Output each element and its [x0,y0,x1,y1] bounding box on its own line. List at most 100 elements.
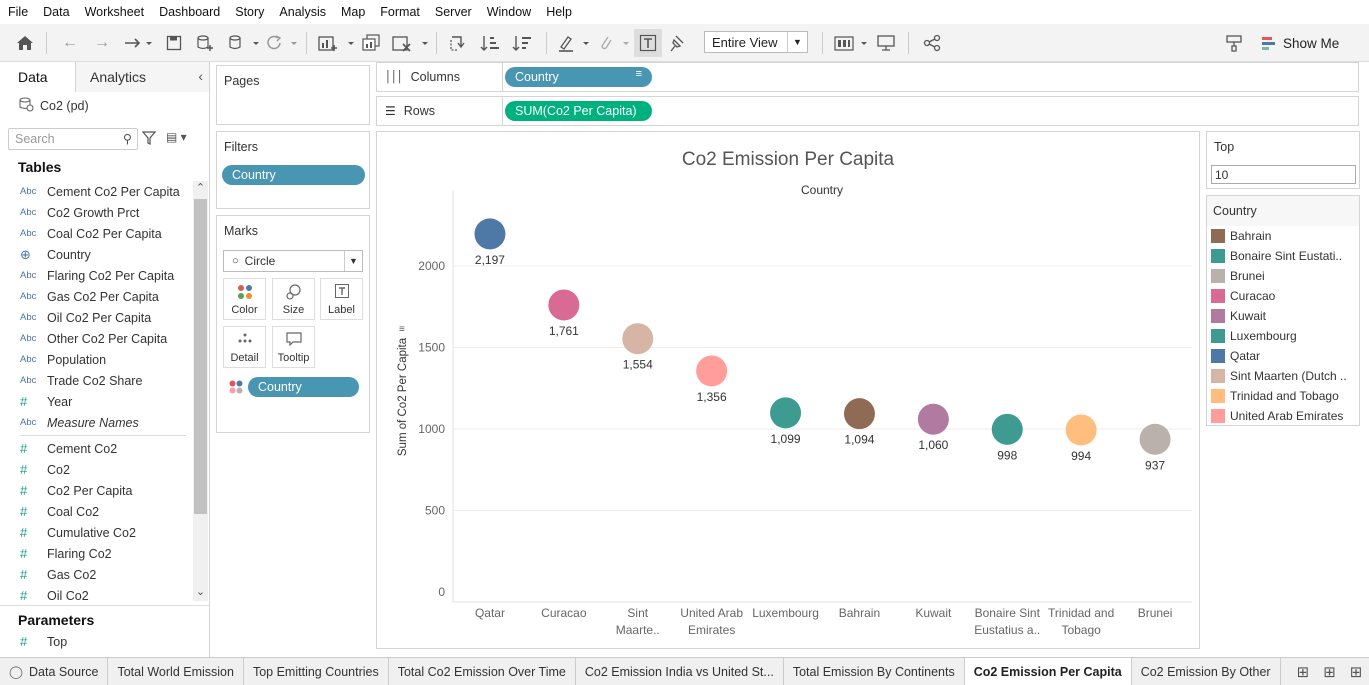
mark-type-dropdown[interactable]: ○ Circle ▼ [223,250,363,272]
field-item[interactable]: Abc Flaring Co2 Per Capita [0,265,193,286]
scroll-thumb[interactable] [194,199,207,514]
visualization-area[interactable]: Co2 Emission Per Capita Country 0 500 1000 15… [376,131,1200,649]
parameter-top[interactable]: # Top [20,634,67,649]
scroll-down-icon[interactable]: ⌄ [195,586,206,598]
duplicate-sheet-icon[interactable] [359,24,383,62]
marks-color-button[interactable]: Color [223,278,266,320]
field-item[interactable]: # Co2 [0,459,193,480]
new-worksheet-tab-icon[interactable]: ⊞ [1296,663,1310,681]
field-item[interactable]: Abc Oil Co2 Per Capita [0,307,193,328]
legend-item[interactable]: Qatar [1207,346,1359,366]
legend-item[interactable]: Sint Maarten (Dutch .. [1207,366,1359,386]
datasource-item[interactable]: Co2 (pd) [18,96,89,115]
marks-label-button[interactable]: Label [320,278,363,320]
data-point[interactable] [548,289,580,321]
redo-icon[interactable]: → [94,34,110,51]
marks-detail-button[interactable]: Detail [223,326,266,368]
field-item[interactable]: Abc Trade Co2 Share [0,370,193,391]
new-story-tab-icon[interactable]: ⊞ [1349,663,1363,681]
field-item[interactable]: Abc Population [0,349,193,370]
field-item[interactable]: # Oil Co2 [0,585,193,601]
filter-pill-country[interactable]: Country [222,165,365,185]
data-point[interactable] [622,323,654,355]
highlight-icon[interactable] [556,24,592,62]
save-icon[interactable] [163,24,185,62]
legend-item[interactable]: Trinidad and Tobago [1207,386,1359,406]
refresh-icon[interactable] [264,24,300,62]
field-item[interactable]: # Year [0,391,193,412]
legend-item[interactable]: Kuwait [1207,306,1359,326]
rows-pill-co2-per-capita[interactable]: SUM(Co2 Per Capita) [505,101,652,121]
sort-ascending-icon[interactable] [478,24,502,62]
field-item[interactable]: # Flaring Co2 [0,543,193,564]
legend-item[interactable]: Bonaire Sint Eustati.. [1207,246,1359,266]
sort-descending-icon[interactable] [510,24,534,62]
tab-data[interactable]: Data [0,62,76,92]
field-item[interactable]: Abc Cement Co2 Per Capita [0,181,193,202]
tab-analytics[interactable]: Analytics [76,62,209,92]
legend-item[interactable]: Curacao [1207,286,1359,306]
new-datasource-icon[interactable] [194,24,216,62]
menu-window[interactable]: Window [486,5,532,19]
show-cards-icon[interactable] [832,24,870,62]
top-parameter-input[interactable]: 10 [1211,165,1356,184]
columns-shelf[interactable]: │││ Columns Country ≡ [376,62,1359,92]
legend-item[interactable]: Bahrain [1207,226,1359,246]
sheet-tab[interactable]: Total Emission By Continents [784,658,965,685]
menu-help[interactable]: Help [546,5,572,19]
presentation-mode-icon[interactable] [874,24,898,62]
menu-format[interactable]: Format [380,5,420,19]
data-point[interactable] [1065,414,1097,446]
field-item[interactable]: Abc Other Co2 Per Capita [0,328,193,349]
collapse-pane-icon[interactable]: ‹ [198,68,203,84]
format-painter-icon[interactable] [1222,24,1246,62]
menu-server[interactable]: Server [434,5,472,19]
field-item[interactable]: Abc Measure Names [0,412,193,433]
marks-size-button[interactable]: Size [272,278,315,320]
field-item[interactable]: # Coal Co2 [0,501,193,522]
legend-item[interactable]: United Arab Emirates [1207,406,1359,426]
field-item[interactable]: Abc Gas Co2 Per Capita [0,286,193,307]
data-point[interactable] [770,397,802,429]
menu-worksheet[interactable]: Worksheet [84,5,145,19]
data-point[interactable] [991,413,1023,445]
menu-story[interactable]: Story [235,5,265,19]
undo-icon[interactable]: ← [62,34,78,51]
data-point[interactable] [474,218,506,250]
new-worksheet-icon[interactable] [316,24,356,62]
field-item[interactable]: ⊕ Country [0,244,193,265]
menu-map[interactable]: Map [340,5,366,19]
field-item[interactable]: Abc Co2 Growth Prct [0,202,193,223]
data-source-tab[interactable]: ◯ Data Source [0,658,109,685]
sheet-tab[interactable]: Co2 Emission Per Capita [964,658,1132,685]
marks-pill-country[interactable]: Country [248,377,359,397]
field-item[interactable]: # Co2 Per Capita [0,480,193,501]
fix-axes-icon[interactable] [666,24,690,62]
legend-item[interactable]: Luxembourg [1207,326,1359,346]
share-icon[interactable] [920,24,944,62]
filters-card[interactable]: Filters Country [216,131,370,209]
field-item[interactable]: # Cumulative Co2 [0,522,193,543]
menu-file[interactable]: File [8,5,29,19]
filter-fields-icon[interactable] [141,131,157,148]
marks-tooltip-button[interactable]: Tooltip [272,326,315,368]
pages-card[interactable]: Pages [216,65,370,125]
menu-dashboard[interactable]: Dashboard [159,5,221,19]
sheet-tab[interactable]: Co2 Emission By Other [1132,658,1281,685]
legend-item[interactable]: Brunei [1207,266,1359,286]
fit-dropdown[interactable]: Entire View ▼ [704,31,808,53]
sheet-tab[interactable]: Top Emitting Countries [244,658,389,685]
clear-sheet-icon[interactable] [390,24,430,62]
data-point[interactable] [1139,423,1171,455]
menu-analysis[interactable]: Analysis [279,5,326,19]
data-point[interactable] [843,398,875,430]
new-dashboard-tab-icon[interactable]: ⊞ [1323,663,1336,681]
show-mark-labels-icon[interactable] [634,29,662,57]
view-options-icon[interactable]: ▤ ▾ [166,130,187,144]
field-item[interactable]: # Cement Co2 [0,438,193,459]
home-icon[interactable] [12,24,38,62]
field-item[interactable]: # Gas Co2 [0,564,193,585]
field-list-scrollbar[interactable]: ⌃ ⌄ [193,181,208,601]
sheet-tab[interactable]: Co2 Emission India vs United St... [576,658,784,685]
sort-indicator-icon[interactable]: ≡ [399,324,405,335]
